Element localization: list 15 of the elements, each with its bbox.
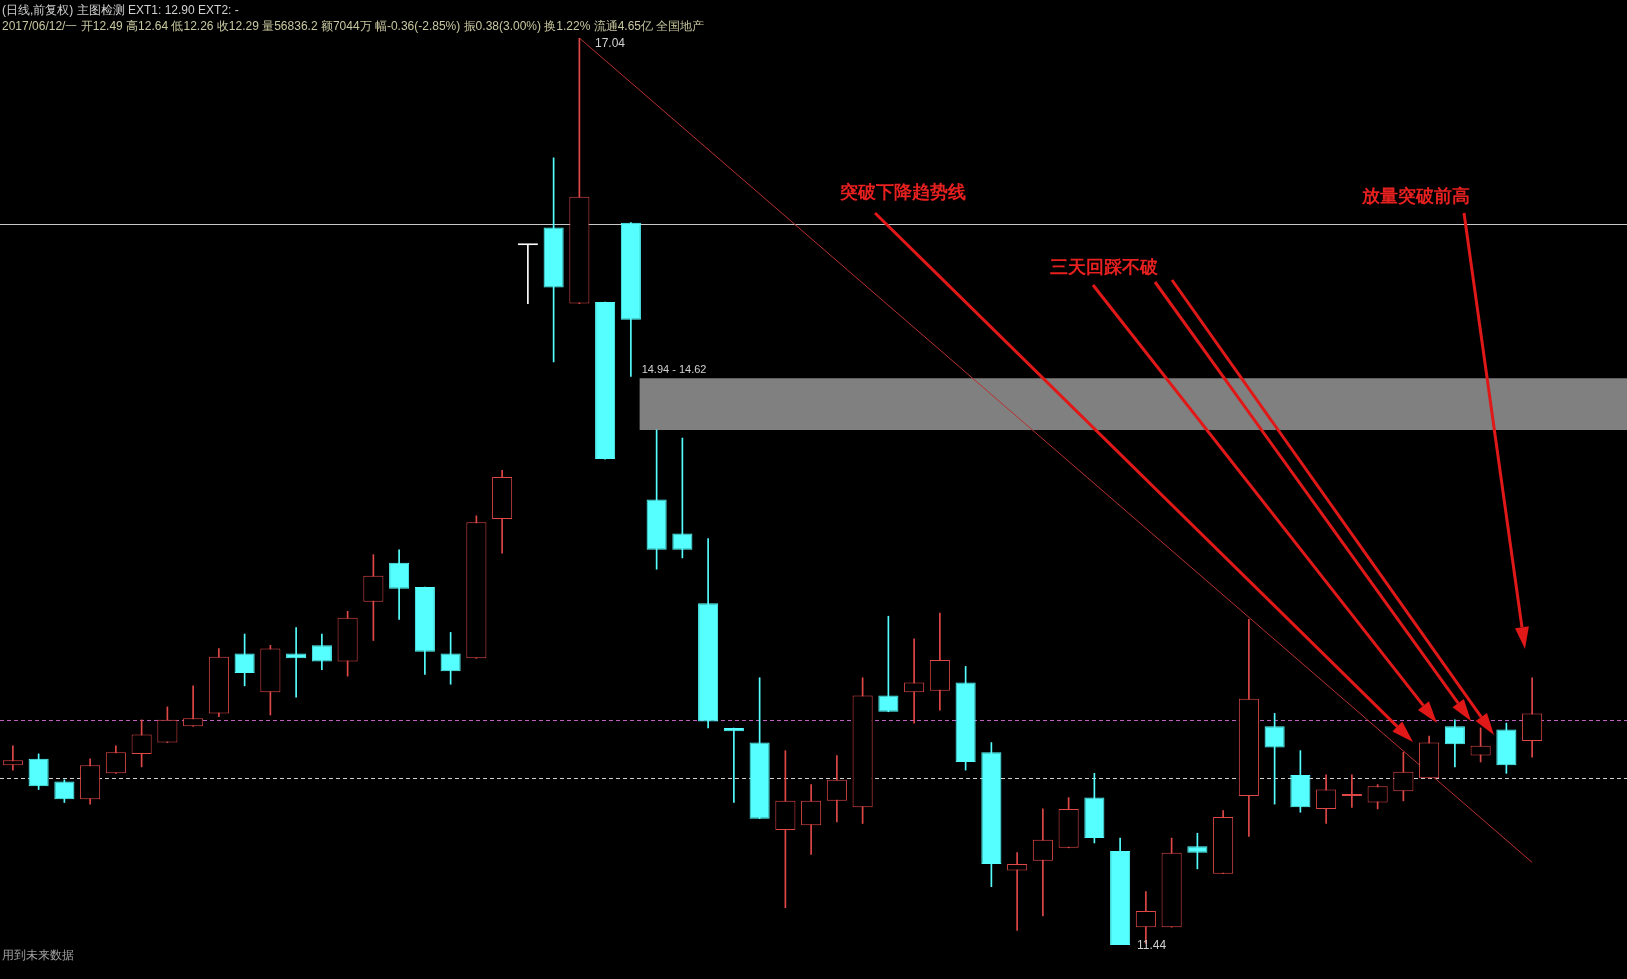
candlestick: [2, 745, 23, 771]
candlestick: [1032, 808, 1053, 917]
annotation: 放量突破前高: [1362, 184, 1470, 208]
annotation: 突破下降趋势线: [840, 180, 966, 204]
annotation: 三天回踩不破: [1050, 255, 1158, 279]
band-label: 14.94 - 14.62: [641, 362, 707, 375]
annotation: 17.04: [595, 36, 626, 50]
annotation: 11.44: [1137, 938, 1167, 952]
candlestick: [1341, 774, 1362, 808]
candlestick: [286, 627, 307, 698]
text: 用到未来数据: [2, 947, 74, 964]
chart-subtitle: 2017/06/12/一 开12.49 高12.64 低12.26 收12.29 量56836.2 额7044万 幅-0.36(-2.85%) 振0.38(3.00%) 换1.22% 流通4.65亿 全国地产: [2, 18, 705, 35]
chart-title: (日线,前复权) 主图检测 EXT1: 12.90 EXT2: -: [2, 2, 239, 19]
candlestick: [904, 638, 925, 724]
candlestick: [183, 685, 204, 727]
